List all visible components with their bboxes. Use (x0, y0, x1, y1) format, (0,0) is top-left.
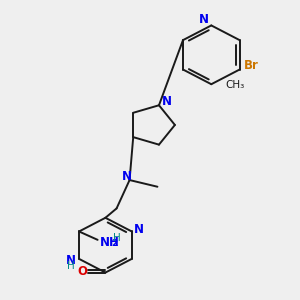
Text: H: H (113, 233, 121, 243)
Text: NH: NH (100, 236, 119, 249)
Text: N: N (199, 13, 209, 26)
Text: O: O (77, 265, 87, 278)
Text: N: N (66, 254, 76, 267)
Text: N: N (161, 95, 171, 108)
Text: Br: Br (244, 59, 259, 72)
Text: N: N (122, 170, 132, 183)
Text: H: H (67, 260, 75, 271)
Text: N: N (134, 223, 144, 236)
Text: 2: 2 (111, 239, 117, 248)
Text: CH₃: CH₃ (225, 80, 245, 90)
